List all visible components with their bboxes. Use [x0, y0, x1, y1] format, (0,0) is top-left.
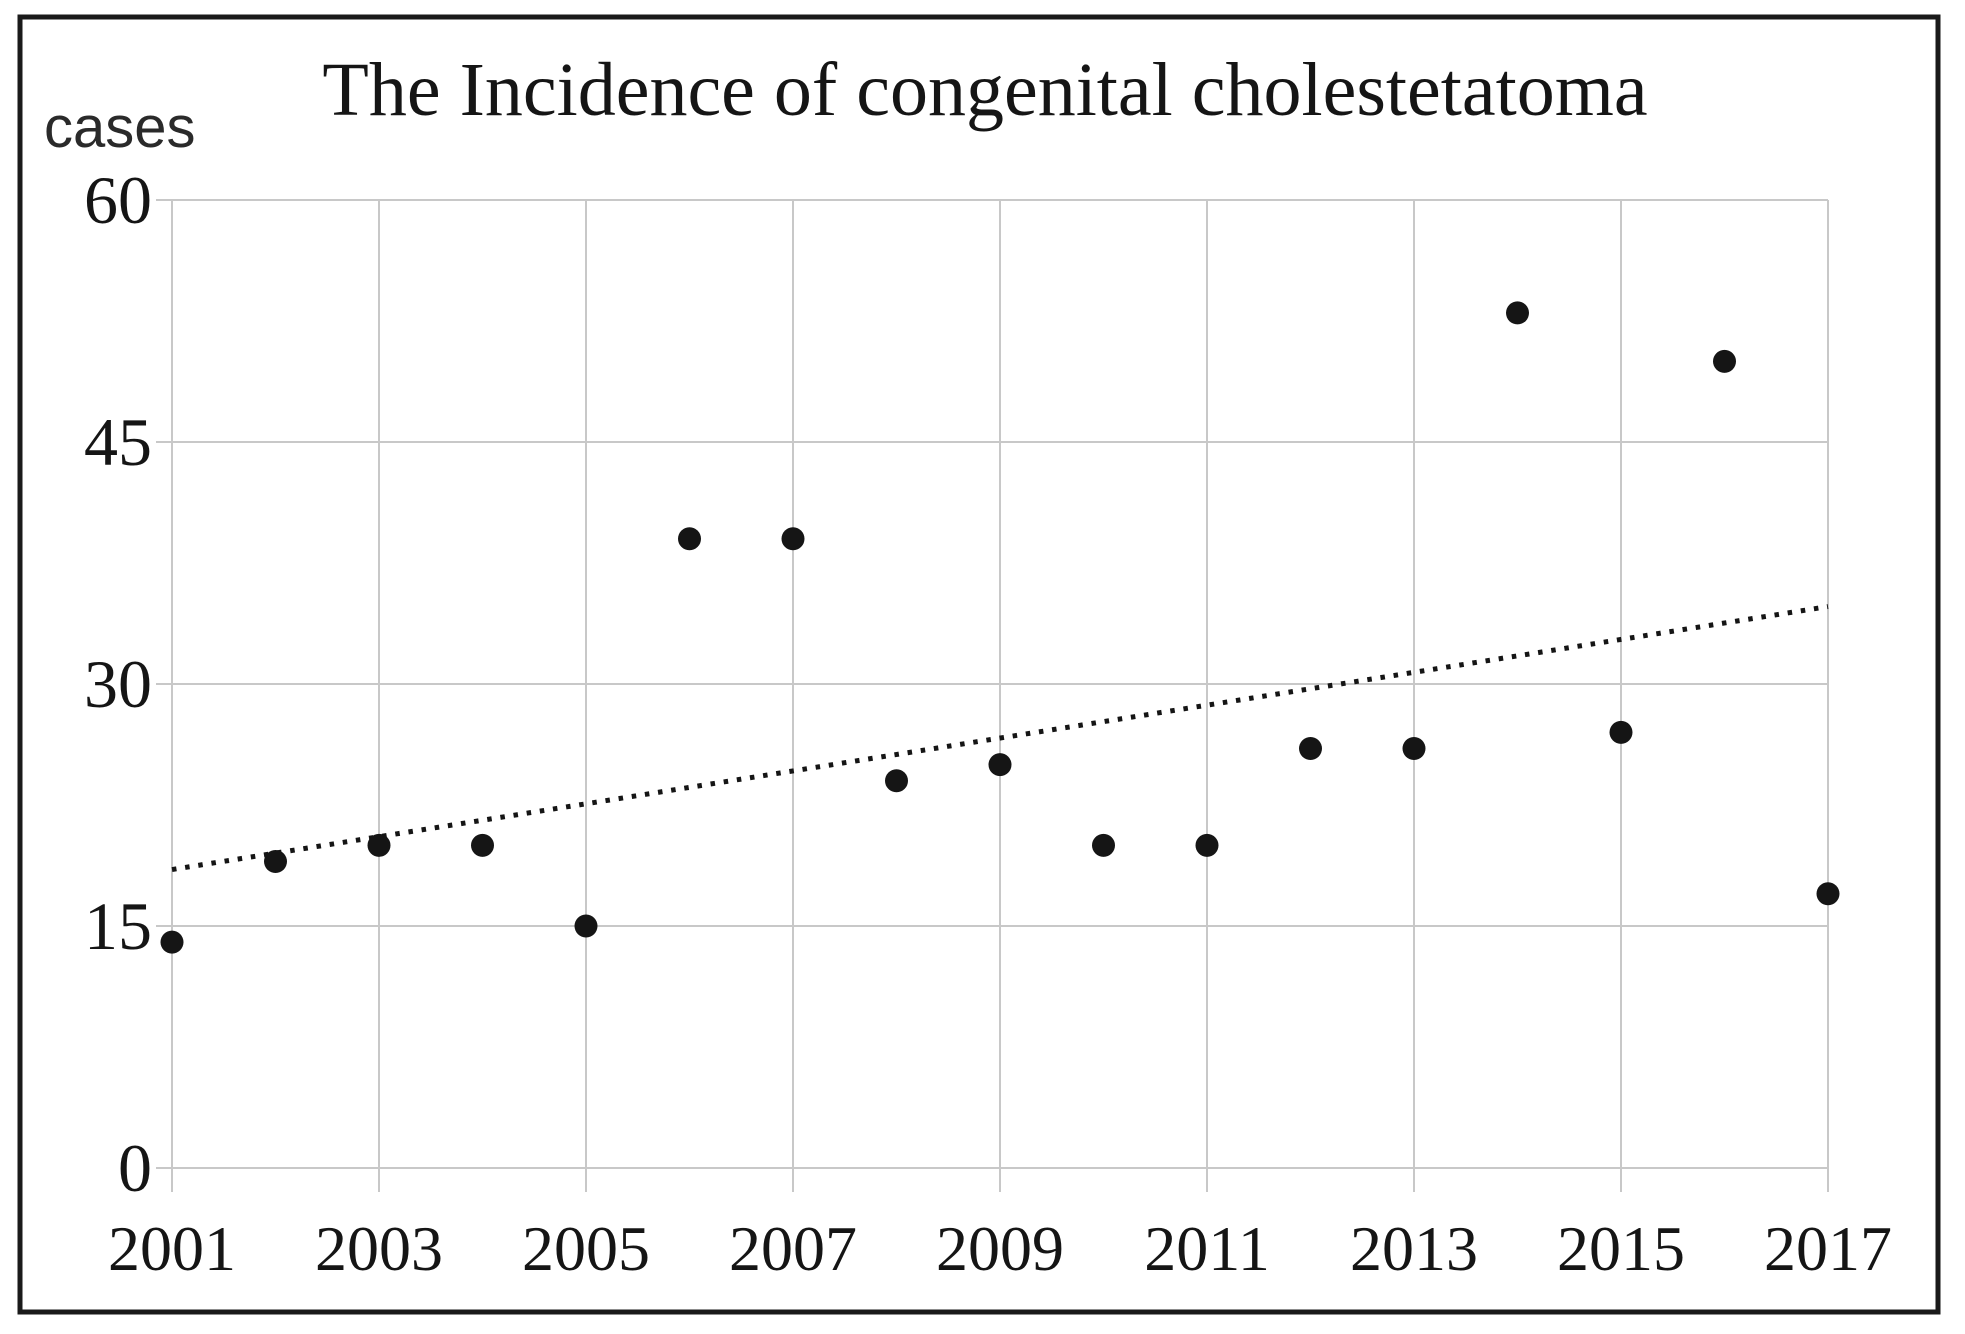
x-tick-label: 2013	[1350, 1213, 1478, 1284]
gridlines	[171, 199, 1829, 1169]
x-tick-label: 2009	[936, 1213, 1064, 1284]
data-point-2013	[1402, 737, 1426, 761]
data-point-2004	[471, 833, 494, 857]
x-tick-label: 2007	[729, 1213, 857, 1284]
x-axis-tick-labels: 2001 2003 2005 2007 2009 2011 2013 2015 2017	[108, 1213, 1892, 1284]
data-point-2001	[160, 930, 184, 954]
data-point-2007	[781, 527, 805, 551]
trend-line	[171, 604, 1829, 873]
x-tick-label: 2015	[1557, 1213, 1685, 1284]
data-point-2003	[367, 833, 391, 857]
y-tick-label: 60	[84, 162, 152, 238]
data-point-2012	[1299, 737, 1322, 761]
y-tick-label: 45	[84, 404, 152, 480]
data-point-2017	[1816, 882, 1840, 906]
axis-ticks	[156, 199, 1829, 1192]
data-point-2002	[264, 849, 287, 873]
chart-title: The Incidence of congenital cholestetato…	[322, 48, 1647, 132]
y-tick-label: 0	[118, 1130, 152, 1206]
data-point-2006	[678, 527, 701, 551]
x-tick-label: 2011	[1144, 1213, 1270, 1284]
data-point-2009	[988, 753, 1012, 777]
data-point-2005	[574, 914, 598, 938]
data-point-2015	[1609, 720, 1633, 744]
x-tick-label: 2001	[108, 1213, 236, 1284]
figure-border	[17, 14, 1941, 1315]
data-point-2016	[1713, 349, 1736, 373]
data-point-2011	[1195, 833, 1219, 857]
data-point-2008	[885, 769, 908, 793]
data-point-2014	[1506, 301, 1529, 325]
y-axis-unit-label: cases	[44, 95, 196, 160]
y-axis-tick-labels: 0 15 30 45 60	[84, 162, 152, 1206]
data-point-2010	[1092, 833, 1115, 857]
y-tick-label: 30	[84, 646, 152, 722]
x-tick-label: 2005	[522, 1213, 650, 1284]
x-tick-label: 2017	[1764, 1213, 1892, 1284]
y-tick-label: 15	[84, 888, 152, 964]
data-points	[160, 301, 1840, 954]
x-tick-label: 2003	[315, 1213, 443, 1284]
